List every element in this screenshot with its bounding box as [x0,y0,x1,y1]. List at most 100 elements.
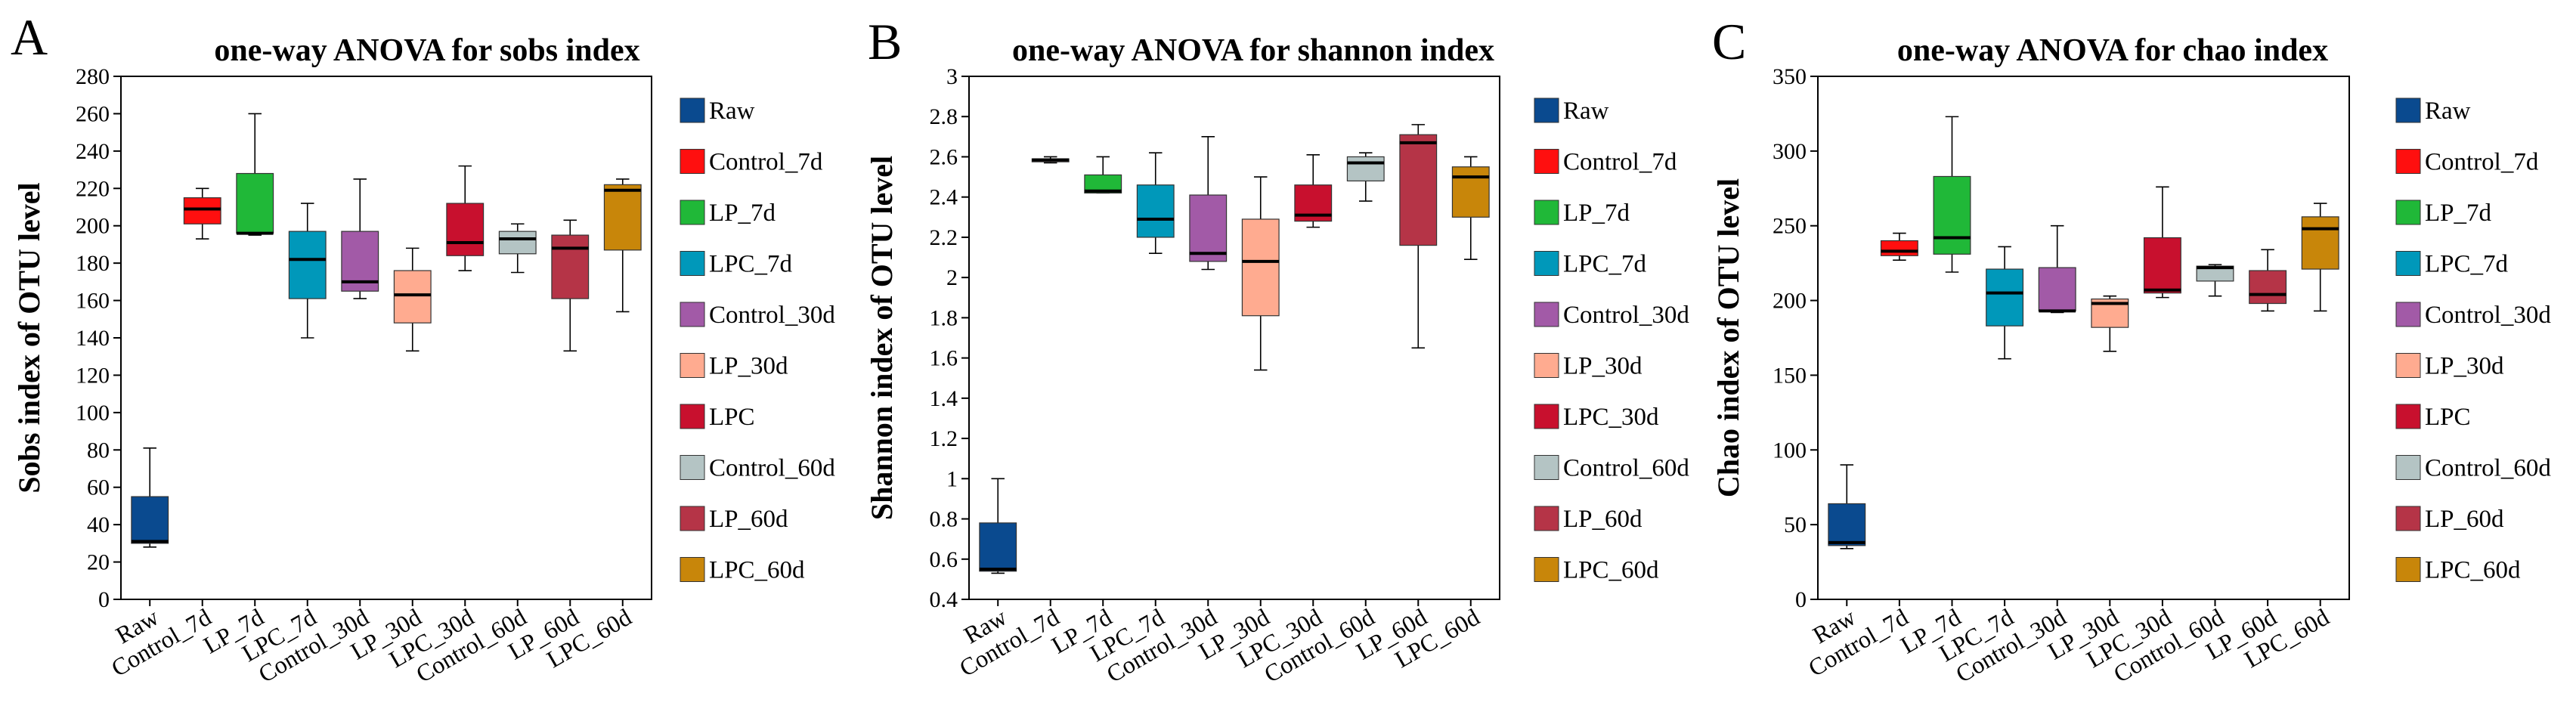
box-body [236,172,274,234]
y-tick-label: 2.4 [930,185,958,210]
legend-swatch [1534,455,1559,480]
legend-swatch [2395,149,2421,174]
box-raw [1828,464,1866,549]
box-body [1933,175,1971,255]
box-body [2143,237,2181,294]
box-body [2301,216,2339,270]
box-raw [979,478,1017,574]
legend-label: LPC_7d [709,251,793,278]
legend-swatch [680,149,705,174]
panel-letter: B [868,13,902,70]
y-tick-label: 3 [946,64,958,89]
legend: Raw Control_7d LP_7d LPC_7d Control_30d LP_30… [1534,98,1689,584]
y-tick-label: 300 [1773,139,1807,164]
box-body [1136,184,1175,238]
y-tick-label: 20 [87,550,110,575]
legend-swatch [1534,200,1559,225]
legend-label: LP_30d [709,353,788,380]
legend-label: LP_7d [2425,200,2492,227]
box-lp-60d [551,219,590,352]
y-tick-label: 100 [76,401,110,426]
box-body [603,184,642,251]
box-body [1986,268,2024,327]
y-tick-label: 2.8 [930,104,958,129]
box-lp-30d [1241,176,1280,371]
box-lp-30d [2091,295,2129,352]
box-lp-7d [236,113,274,236]
legend-swatch [1534,98,1559,123]
legend-label: LP_30d [1563,353,1643,380]
box-body [1399,134,1438,246]
y-tick-label: 1.6 [930,346,958,371]
legend-swatch [2395,251,2421,276]
legend-label: Control_30d [1563,302,1689,329]
y-tick-label: 180 [76,251,110,276]
box-body [183,197,221,224]
panel-letter: A [11,8,48,66]
box-control-30d [2038,224,2076,314]
legend-swatch [2395,404,2421,429]
legend-label: LPC [709,404,755,431]
legend-label: LP_60d [2425,506,2504,533]
legend-label: Raw [1563,98,1609,125]
box-body [131,496,169,544]
box-body [393,270,432,323]
legend-label: Control_7d [2425,149,2539,176]
box-lp-60d [2249,249,2287,312]
legend-swatch [680,251,705,276]
y-axis-label: Sobs index of OTU level [12,182,46,493]
legend-label: LPC_60d [709,557,805,584]
y-tick-label: 1.4 [930,386,958,411]
box-lpc-7d [288,203,327,339]
box-control-7d [183,187,221,240]
legend-label: LP_60d [709,506,788,533]
y-tick-label: 2 [946,265,958,290]
y-tick-label: 1.2 [930,426,958,451]
y-tick-label: 220 [76,176,110,201]
box-body [1880,240,1918,256]
y-tick-label: 0.8 [930,507,958,532]
legend-label: LPC_60d [2425,557,2521,584]
box-lpc-60d [1451,156,1490,261]
y-tick-label: 1 [946,466,958,491]
legend-label: LP_30d [2425,353,2504,380]
legend-swatch [2395,302,2421,327]
y-tick-label: 280 [76,64,110,89]
legend-label: Control_7d [1563,149,1677,176]
y-tick-label: 200 [1773,289,1807,314]
legend-swatch [1534,404,1559,429]
legend-swatch [1534,506,1559,531]
box-lp-7d [1084,156,1122,194]
box-body [498,231,537,255]
y-tick-label: 160 [76,289,110,314]
legend-swatch [1534,353,1559,378]
box-raw [131,447,169,548]
legend-swatch [680,353,705,378]
y-tick-label: 2.6 [930,144,958,169]
y-tick-label: 150 [1773,363,1807,388]
box-body [1189,194,1228,262]
legend-swatch [680,302,705,327]
box-lp-30d [393,247,432,352]
legend-swatch [2395,353,2421,378]
y-tick-label: 60 [87,475,110,500]
box-body [1451,166,1490,218]
y-axis-label: Shannon index of OTU level [865,156,899,520]
chart-title: one-way ANOVA for shannon index [1012,33,1494,68]
legend-label: Raw [2425,98,2471,125]
legend-label: Control_30d [709,302,835,329]
legend-swatch [2395,98,2421,123]
legend-label: Control_30d [2425,302,2551,329]
y-tick-label: 40 [87,512,110,537]
legend-swatch [2395,506,2421,531]
legend-swatch [680,200,705,225]
legend-label: LPC_7d [2425,251,2509,278]
box-body [446,203,485,256]
box-body [1241,218,1280,317]
legend-swatch [680,404,705,429]
box-lpc-30d [1294,154,1333,228]
box-control-60d [2196,264,2234,297]
